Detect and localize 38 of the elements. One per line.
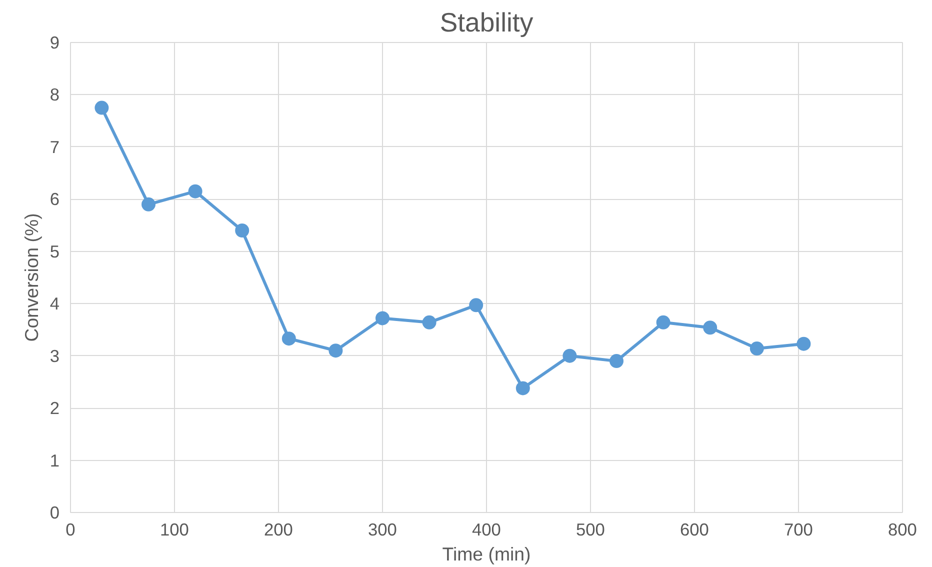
chart-title: Stability bbox=[440, 8, 534, 38]
point bbox=[188, 184, 202, 198]
point bbox=[562, 348, 577, 363]
y-tick-label: 3 bbox=[50, 346, 60, 366]
x-tick-label: 0 bbox=[66, 520, 76, 540]
point bbox=[282, 332, 296, 346]
x-tick-label: 100 bbox=[160, 520, 189, 540]
x-tick-label: 600 bbox=[680, 520, 709, 540]
y-tick-label: 8 bbox=[50, 84, 60, 105]
point bbox=[422, 315, 436, 330]
y-tick-label: 9 bbox=[50, 32, 60, 52]
x-tick-label: 500 bbox=[576, 520, 605, 540]
y-tick-label: 2 bbox=[50, 398, 60, 418]
point bbox=[469, 298, 484, 312]
point bbox=[328, 344, 343, 358]
y-tick-label: 5 bbox=[50, 241, 60, 262]
point bbox=[703, 320, 718, 335]
point bbox=[94, 100, 109, 115]
y-axis-title: Conversion (%) bbox=[20, 213, 42, 342]
point bbox=[610, 354, 624, 368]
y-tick-label: 4 bbox=[50, 294, 60, 314]
point bbox=[796, 336, 811, 351]
x-axis-title: Time (min) bbox=[442, 544, 531, 564]
point bbox=[656, 315, 670, 330]
x-tick-label: 700 bbox=[784, 520, 813, 540]
y-tick-label: 6 bbox=[50, 189, 60, 210]
point bbox=[235, 224, 250, 238]
x-tick-label: 800 bbox=[888, 520, 917, 540]
point bbox=[750, 342, 764, 356]
point bbox=[516, 381, 530, 396]
x-tick-label: 300 bbox=[368, 520, 397, 540]
y-tick-label: 7 bbox=[50, 136, 60, 157]
y-tick-label: 0 bbox=[50, 502, 60, 522]
y-tick-label: 1 bbox=[50, 450, 60, 470]
point bbox=[376, 311, 390, 326]
point bbox=[142, 197, 156, 212]
x-tick-label: 400 bbox=[472, 520, 501, 540]
x-tick-label: 200 bbox=[264, 520, 293, 540]
